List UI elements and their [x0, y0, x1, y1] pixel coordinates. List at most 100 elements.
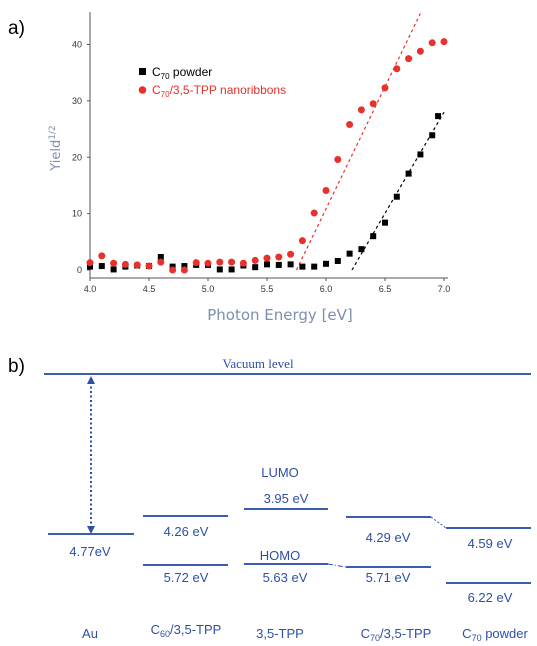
material-au: Au: [82, 626, 98, 641]
x-tick-label: 5.0: [202, 284, 215, 294]
data-point-c70-tpp: [263, 254, 271, 262]
data-point-c70-tpp: [180, 266, 188, 274]
data-point-c70-tpp: [416, 47, 424, 55]
material-tpp: 3,5-TPP: [256, 626, 304, 641]
data-point-c70-powder: [98, 263, 105, 270]
x-tick-label: 4.5: [143, 284, 156, 294]
material-c60-tpp-rest: /3,5-TPP: [170, 622, 221, 637]
y-axis-title-main: Yield: [49, 140, 64, 172]
data-point-c70-tpp: [440, 38, 448, 46]
legend-label-c70-powder-main: C: [152, 65, 161, 79]
data-point-c70-powder: [358, 246, 365, 253]
data-point-c70-tpp: [381, 84, 389, 92]
data-point-c70-tpp: [322, 187, 330, 195]
vacuum-level-label: Vacuum level: [222, 356, 294, 371]
fit-line-1: [295, 13, 421, 271]
data-point-c70-powder: [323, 260, 329, 267]
x-ticks: 4.0 4.5 5.0 5.5 6.0 6.5 7.0: [84, 278, 450, 294]
x-tick-label: 6.0: [320, 284, 333, 294]
data-point-c70-powder: [417, 151, 424, 158]
material-c70-tpp-rest: /3,5-TPP: [380, 626, 431, 641]
data-point-c70-tpp: [157, 258, 165, 266]
value-c70-tpp-lumo: 4.29 eV: [366, 530, 411, 545]
data-point-c70-powder: [87, 263, 93, 270]
arrow-head-down: [87, 526, 95, 534]
data-point-c70-powder: [370, 233, 377, 240]
data-point-c70-tpp: [239, 259, 247, 267]
data-point-c70-tpp: [145, 262, 153, 270]
panel-a-label: a): [8, 18, 25, 39]
data-point-c70-tpp: [298, 237, 306, 245]
material-c70-powder: C70 powder: [462, 626, 528, 643]
value-tpp-homo: 5.63 eV: [263, 570, 308, 585]
x-tick-label: 4.0: [84, 284, 97, 294]
data-point-c70-tpp: [228, 258, 236, 266]
material-c60-tpp-sub: 60: [160, 629, 170, 639]
data-point-c70-tpp: [369, 100, 377, 108]
data-point-c70-tpp: [357, 106, 365, 114]
material-c70-tpp-main: C: [361, 626, 370, 641]
material-c60-tpp: C60/3,5-TPP: [151, 622, 222, 639]
data-point-c70-tpp: [393, 65, 401, 73]
legend-label-c70-tpp-main: C: [152, 83, 161, 97]
data-point-c70-tpp: [334, 156, 342, 164]
data-point-c70-powder: [157, 254, 164, 261]
lumo-label: LUMO: [261, 465, 299, 480]
y-tick-label: 20: [72, 152, 82, 162]
y-ticks: 0 10 20 30 40: [72, 40, 90, 275]
data-point-c70-powder: [405, 170, 412, 177]
data-point-c70-powder: [252, 264, 259, 271]
material-c70-tpp: C70/3,5-TPP: [361, 626, 432, 643]
data-point-c70-powder: [181, 263, 188, 270]
value-c70-tpp-homo: 5.71 eV: [366, 570, 411, 585]
y-tick-label: 0: [77, 265, 82, 275]
y-axis-title-sup: 1/2: [48, 125, 58, 139]
data-point-c70-tpp: [310, 209, 318, 217]
data-point-c70-tpp: [287, 250, 295, 258]
data-point-c70-powder: [275, 261, 282, 268]
value-c60-tpp-homo: 5.72 eV: [164, 570, 209, 585]
material-c70-powder-rest: powder: [482, 626, 529, 641]
yield-plot: 4.0 4.5 5.0 5.5 6.0 6.5 7.0 0 10 20 30 40 Photon E…: [48, 12, 450, 324]
data-point-c70-powder: [216, 266, 223, 273]
data-point-c70-powder: [382, 219, 388, 226]
y-axis-title: Yield1/2: [48, 125, 64, 171]
legend-marker-c70-powder: [139, 68, 146, 75]
value-au: 4.77eV: [69, 544, 111, 559]
data-point-c70-powder: [110, 266, 117, 273]
data-point-c70-powder: [228, 266, 235, 273]
value-tpp-lumo: 3.95 eV: [264, 491, 309, 506]
x-axis-title: Photon Energy [eV]: [207, 306, 353, 324]
data-point-c70-tpp: [98, 252, 106, 260]
y-tick-label: 30: [72, 96, 82, 106]
data-point-c70-tpp: [133, 261, 141, 269]
legend-label-c70-powder-sub: 70: [161, 72, 170, 81]
data-point-c70-powder: [393, 193, 400, 200]
data-point-c70-powder: [299, 263, 306, 270]
material-c70-powder-sub: 70: [472, 633, 482, 643]
data-point-c70-tpp: [110, 259, 118, 267]
series-c70-powder: [87, 113, 442, 273]
data-point-c70-tpp: [346, 121, 354, 129]
arrow-head-up: [87, 376, 95, 384]
fit-lines: [295, 13, 445, 271]
homo-label: HOMO: [260, 548, 300, 563]
legend-label-c70-powder: C70 powder: [152, 65, 212, 81]
data-point-c70-tpp: [405, 55, 413, 63]
legend: C70 powder C70/3,5-TPP nanoribbons: [138, 65, 286, 99]
data-point-c70-tpp: [121, 260, 129, 268]
series-c70-tpp-nanoribbons: [86, 38, 448, 274]
data-point-c70-tpp: [216, 258, 224, 266]
x-tick-label: 6.5: [379, 284, 392, 294]
data-point-c70-tpp: [251, 256, 259, 264]
data-point-c70-powder: [346, 250, 353, 257]
data-point-c70-powder: [334, 257, 341, 264]
legend-label-c70-powder-rest: powder: [170, 65, 213, 79]
value-c70-powder-lumo: 4.59 eV: [468, 536, 513, 551]
data-point-c70-tpp: [204, 259, 212, 267]
legend-label-c70-tpp: C70/3,5-TPP nanoribbons: [152, 83, 286, 99]
data-point-c70-powder: [264, 261, 270, 268]
legend-marker-c70-tpp: [138, 86, 147, 94]
value-c70-powder-homo: 6.22 eV: [468, 590, 513, 605]
